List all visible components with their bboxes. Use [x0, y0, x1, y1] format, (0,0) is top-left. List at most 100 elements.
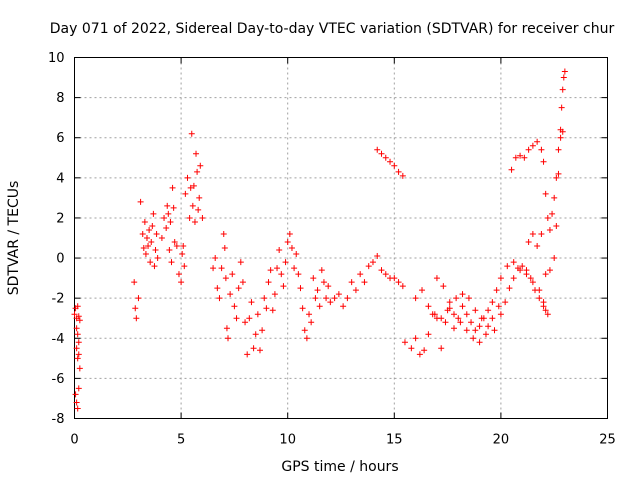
data-point — [75, 339, 82, 346]
data-point — [187, 184, 194, 191]
y-axis-title: SDTVAR / TECUs — [6, 181, 22, 296]
data-point — [235, 285, 242, 292]
data-point — [310, 275, 317, 282]
data-point — [536, 295, 543, 302]
data-point — [178, 279, 185, 286]
data-point — [542, 271, 549, 278]
data-point — [312, 295, 319, 302]
data-point — [446, 299, 453, 306]
x-tick-label: 5 — [177, 433, 185, 448]
data-point — [497, 275, 504, 282]
data-point — [455, 315, 462, 322]
data-point — [225, 335, 232, 342]
data-point — [216, 295, 223, 302]
data-point — [476, 339, 483, 346]
data-point — [229, 271, 236, 278]
data-point — [314, 287, 321, 294]
data-point — [431, 311, 438, 318]
data-point — [301, 327, 308, 334]
x-tick-label: 10 — [279, 433, 296, 448]
data-point — [75, 385, 82, 392]
data-point — [135, 295, 142, 302]
data-point — [308, 319, 315, 326]
data-point — [525, 239, 532, 246]
data-point — [457, 319, 464, 326]
data-point — [559, 86, 566, 93]
data-point — [76, 317, 83, 324]
data-point — [288, 245, 295, 252]
data-point — [248, 299, 255, 306]
data-point — [551, 255, 558, 262]
data-point — [263, 305, 270, 312]
data-point — [558, 104, 565, 111]
data-point — [151, 263, 158, 270]
data-point — [171, 239, 178, 246]
data-point — [286, 230, 293, 237]
data-point — [167, 218, 174, 225]
data-point — [194, 168, 201, 175]
y-tick-label: 0 — [56, 252, 64, 267]
plot-frame — [74, 57, 608, 419]
data-point — [468, 319, 475, 326]
data-point — [320, 279, 327, 286]
data-point — [140, 245, 147, 252]
x-tick-label: 20 — [493, 433, 510, 448]
data-point — [546, 226, 553, 233]
data-point — [142, 251, 149, 258]
data-point — [557, 134, 564, 141]
data-point — [485, 323, 492, 330]
data-point — [378, 267, 385, 274]
data-point — [544, 214, 551, 221]
data-point — [274, 265, 281, 272]
data-point — [387, 158, 394, 165]
data-point — [74, 355, 81, 362]
data-point — [318, 267, 325, 274]
data-point — [553, 174, 560, 181]
data-point — [76, 365, 83, 372]
data-point — [391, 275, 398, 282]
data-point — [284, 239, 291, 246]
y-tick-label: -4 — [52, 332, 65, 347]
data-point — [538, 230, 545, 237]
data-point — [196, 194, 203, 201]
data-point — [131, 279, 138, 286]
data-point — [465, 295, 472, 302]
data-point — [295, 271, 302, 278]
axis-ticks: 0 5 10 15 20 25 -8 -6 -4 -2 0 2 4 6 8 10 — [48, 51, 616, 448]
y-tick-label: -8 — [52, 412, 65, 427]
data-point — [220, 230, 227, 237]
data-point — [463, 311, 470, 318]
data-point — [74, 331, 81, 338]
data-point — [158, 235, 165, 241]
data-point — [163, 224, 170, 231]
data-point — [303, 335, 310, 342]
grid — [74, 57, 608, 419]
data-point — [374, 146, 381, 153]
data-point — [438, 315, 445, 322]
data-point — [239, 279, 246, 286]
data-point — [233, 315, 240, 322]
data-point — [382, 271, 389, 278]
data-point — [218, 265, 225, 272]
data-point — [425, 303, 432, 310]
chart-title: Day 071 of 2022, Sidereal Day-to-day VTE… — [50, 21, 615, 37]
data-point — [165, 210, 172, 217]
data-point — [181, 263, 188, 270]
data-point — [421, 347, 428, 354]
data-point — [278, 271, 285, 278]
y-tick-label: 4 — [56, 171, 64, 186]
data-point — [491, 327, 498, 334]
data-point — [357, 271, 364, 278]
data-point — [164, 202, 171, 209]
data-point — [237, 259, 244, 266]
data-point — [493, 287, 500, 294]
data-point — [551, 194, 558, 201]
y-tick-label: 8 — [56, 91, 64, 106]
data-point — [170, 204, 177, 211]
data-point — [227, 291, 234, 298]
data-point — [75, 313, 82, 320]
data-point — [325, 283, 332, 290]
data-point — [408, 345, 415, 352]
data-point — [182, 190, 189, 197]
data-point — [365, 263, 372, 270]
